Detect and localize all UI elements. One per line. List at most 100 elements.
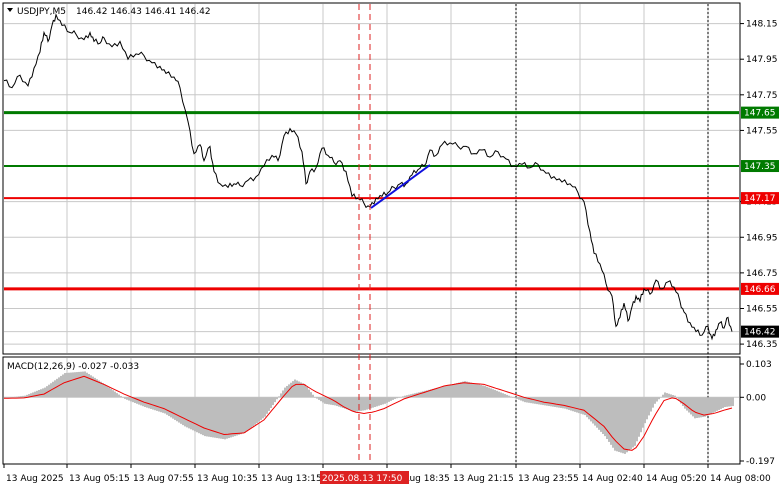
macd-bar <box>602 397 604 435</box>
macd-bar <box>638 397 640 437</box>
macd-bar <box>488 387 490 398</box>
macd-bar <box>250 397 252 429</box>
macd-bar <box>604 397 606 437</box>
macd-bar <box>690 397 692 415</box>
macd-bar <box>478 384 480 398</box>
grid <box>4 4 739 463</box>
macd-bar <box>252 397 254 427</box>
macd-bar <box>726 397 728 407</box>
macd-bar <box>118 394 120 398</box>
macd-bar <box>714 397 716 412</box>
macd-bar <box>716 397 718 411</box>
macd-bar <box>278 396 280 398</box>
macd-bar <box>616 397 618 452</box>
macd-bar <box>284 387 286 398</box>
price-panel[interactable] <box>2 2 741 355</box>
price-tick-label: 148.15 <box>746 20 778 30</box>
macd-bar <box>282 390 284 398</box>
macd-bar <box>514 397 516 399</box>
macd-bar <box>316 397 318 399</box>
macd-bar <box>336 397 338 407</box>
macd-bar <box>378 397 380 406</box>
macd-tick-label: 0.103 <box>746 360 772 370</box>
macd-bar <box>712 397 714 413</box>
macd-bar <box>706 397 708 416</box>
macd-bar <box>262 397 264 419</box>
macd-bar <box>190 397 192 430</box>
macd-bar <box>84 371 86 398</box>
macd-bar <box>156 397 158 411</box>
macd-bar <box>464 381 466 398</box>
macd-bar <box>398 397 400 398</box>
macd-bar <box>444 385 446 398</box>
macd-bar <box>576 397 578 413</box>
macd-bar <box>310 392 312 398</box>
macd-bar <box>586 397 588 418</box>
macd-bar <box>428 389 430 398</box>
time-tick-label: 13 Aug 05:15 <box>69 474 130 484</box>
macd-bar <box>588 397 590 420</box>
triangle-down-icon[interactable] <box>7 8 13 12</box>
macd-bar <box>640 397 642 433</box>
trend-line[interactable] <box>370 164 431 209</box>
macd-bar <box>664 392 666 398</box>
macd-bar <box>452 384 454 398</box>
macd-bar <box>296 380 298 398</box>
macd-bar <box>80 371 82 398</box>
macd-bar <box>668 393 670 398</box>
macd-bar <box>670 394 672 398</box>
macd-bar <box>594 397 596 426</box>
macd-bar <box>406 395 408 398</box>
macd-bar <box>456 383 458 398</box>
macd-bar <box>268 397 270 411</box>
price-series-line[interactable] <box>3 12 733 341</box>
macd-bar <box>468 382 470 398</box>
macd-bar <box>434 388 436 398</box>
level-label: 147.17 <box>744 194 776 204</box>
macd-bar <box>550 397 552 407</box>
macd-bar <box>204 397 206 437</box>
price-tick-label: 147.75 <box>746 91 778 101</box>
macd-bar <box>92 376 94 398</box>
macd-bar <box>556 397 558 408</box>
macd-bar <box>220 397 222 439</box>
time-tick-label: 13 Aug 07:55 <box>133 474 194 484</box>
macd-bar <box>248 397 250 430</box>
macd-bar <box>226 397 228 439</box>
level-lines <box>4 111 739 333</box>
macd-bar <box>148 397 150 409</box>
macd-bar <box>194 397 196 432</box>
macd-bar <box>106 385 108 398</box>
macd-signal-line[interactable] <box>3 375 733 451</box>
macd-bar <box>344 397 346 409</box>
macd-bar <box>246 397 248 432</box>
macd-bar <box>436 387 438 398</box>
macd-bar <box>294 379 296 398</box>
macd-bar <box>100 381 102 398</box>
price-tick-label: 146.55 <box>746 304 778 314</box>
macd-bar <box>360 397 362 411</box>
macd-bar <box>40 389 42 398</box>
series-lines <box>3 12 733 451</box>
macd-bar <box>72 372 74 398</box>
macd-bar <box>400 396 402 398</box>
macd-bar <box>26 394 28 398</box>
macd-bar <box>462 381 464 398</box>
macd-bar <box>490 388 492 398</box>
macd-bar <box>216 397 218 439</box>
macd-bar <box>662 394 664 398</box>
macd-bar <box>528 397 530 403</box>
macd-bar <box>476 384 478 398</box>
macd-bar <box>524 397 526 403</box>
macd-bar <box>46 386 48 398</box>
macd-bar <box>418 392 420 398</box>
macd-bar <box>224 397 226 440</box>
macd-bar <box>678 397 680 401</box>
macd-bar <box>424 390 426 398</box>
time-tick-label: 13 Aug 23:55 <box>518 474 579 484</box>
macd-bar <box>280 393 282 398</box>
macd-bar <box>24 395 26 398</box>
macd-bar <box>8 397 10 398</box>
macd-bar <box>410 394 412 398</box>
time-tick-label: 14 Aug 02:40 <box>582 474 643 484</box>
